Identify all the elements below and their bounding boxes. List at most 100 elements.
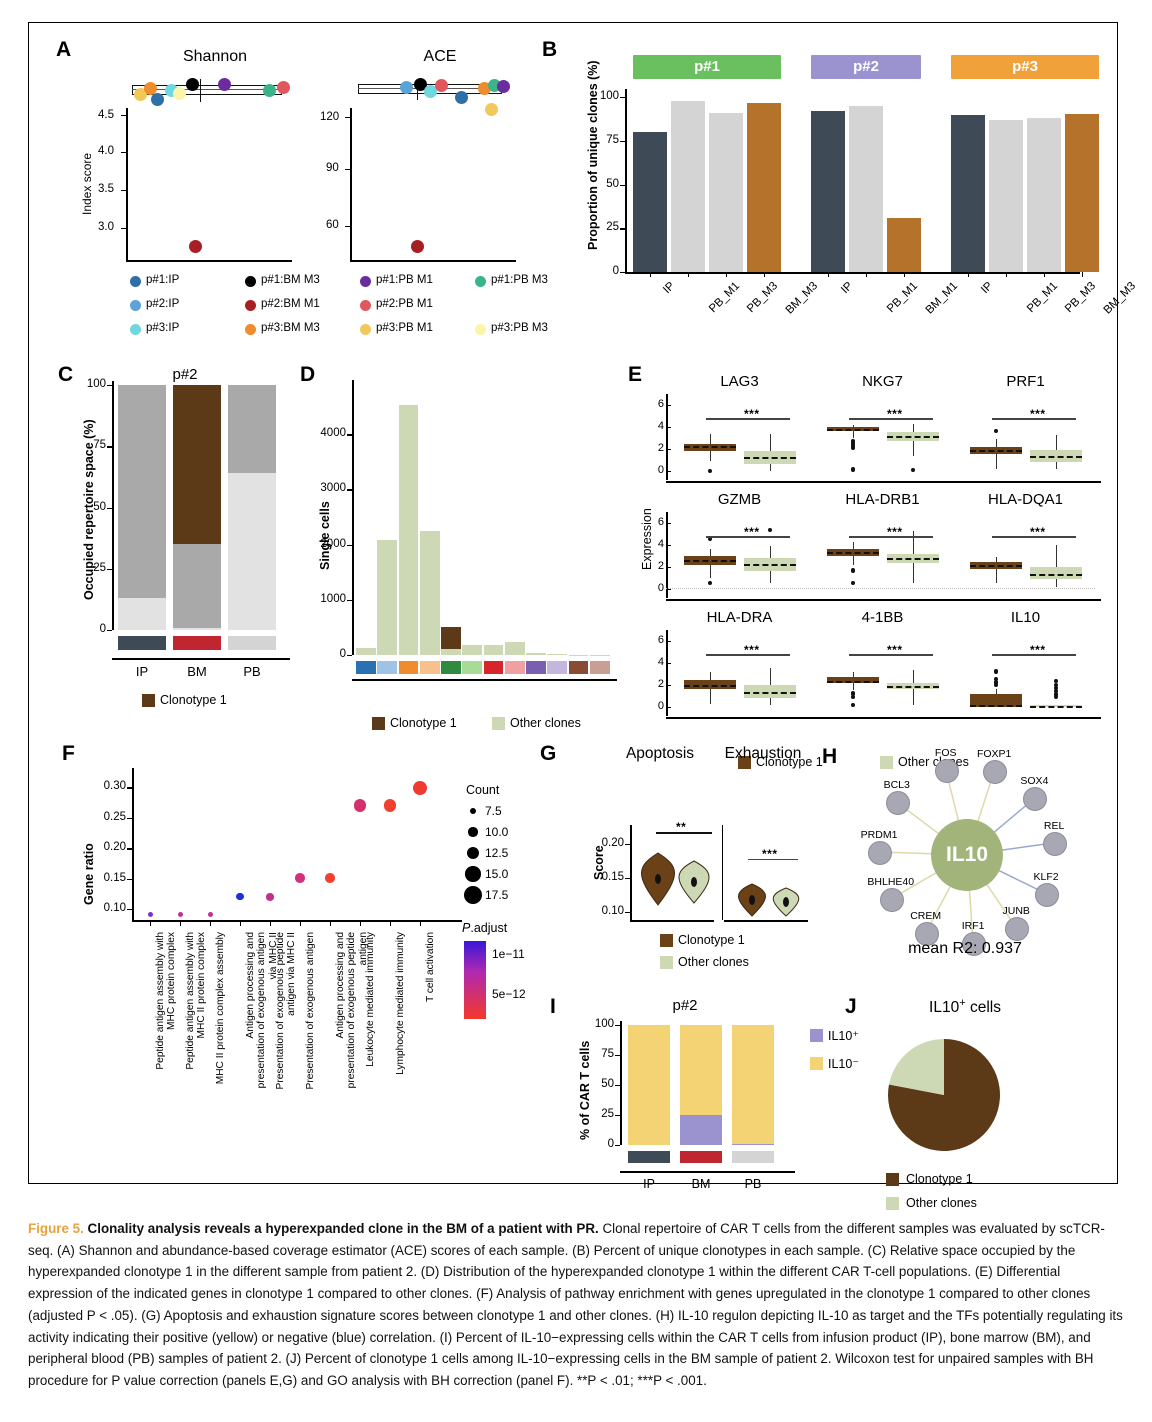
legend-label-p-2-ip: p#2:IP [146,298,180,310]
panel-e-outlier-IL10-clono-1 [994,677,999,682]
panel-d-ytick-0: 4000 [320,427,346,440]
panel-g-median-dot-violin-exhaustion-other [783,897,789,908]
panel-letter-c: C [58,363,74,386]
panel-b-bar-p3-PB_M3 [1027,118,1061,272]
scatter-point-p2-pb-m1 [277,81,290,94]
panel-e-yaxis-0 [666,394,668,480]
panel-letter-e: E [628,363,643,386]
panel-e-ytickmark-0-0 [666,404,671,406]
panel-h-node-CREM[interactable] [914,921,939,946]
panel-h-node-IRF1[interactable] [962,931,987,956]
panel-f-ytick-3: 0.15 [103,871,126,884]
panel-h-node-SOX4[interactable] [1023,787,1048,812]
panel-e-ytick-1-3: 0 [657,581,664,594]
panel-letter-g: G [540,742,557,765]
panel-g-legend-swatch-other [660,956,673,969]
panel-a-ace-tick-2: 60 [326,219,339,231]
panel-d-legend-label-other: Other clones [510,716,581,730]
panel-c-segment-PB-mid [228,385,276,474]
panel-i-xaxis [620,1171,795,1173]
panel-h-node-REL[interactable] [1043,831,1068,856]
panel-e-median-4-1BB-other [887,686,939,689]
panel-f-xlabel-4: Presentation of exogenous peptide antige… [275,932,298,1090]
panel-i-legend-swatch-il10-pos [810,1029,823,1042]
scatter-point-p1-pb-m1 [218,78,231,91]
panel-f-count-label-1: 10.0 [485,825,509,839]
panel-e-gene-title-HLA-DQA1: HLA-DQA1 [987,491,1064,508]
panel-f-ytick-1: 0.25 [103,810,126,823]
panel-e-sig-HLA-DQA1: *** [1030,525,1046,540]
legend-label-p-3-pb-m3: p#3:PB M3 [491,322,548,334]
panel-h-node-KLF2[interactable] [1035,882,1060,907]
panel-e-outlier-LAG3-clono-0 [708,468,713,473]
ace-point-p3-pb-m1 [485,103,498,116]
panel-f-xtickmark-4 [270,920,272,926]
panel-h-node-FOS[interactable] [934,758,959,783]
panel-c-segment-IP-light [118,598,166,630]
panel-a-chart-title-shannon: Shannon [182,48,248,65]
panel-j-legend-label-1: Other clones [906,1196,977,1210]
panel-d-bar-other-3 [419,530,440,655]
panel-e-outlier-NKG7-other-0 [911,467,916,473]
panel-e-ytickmark-2-2 [666,684,671,686]
panel-d-ytickmark-4 [347,655,352,657]
panel-e-outlier-NKG7-clono-2 [851,443,856,448]
scatter-point-p3-pb-m1 [134,88,147,101]
panel-h-mean-r2: mean R2: 0.937 [908,940,1022,957]
panel-e-ytickmark-2-1 [666,662,671,664]
panel-d-legend-label-clonotype1: Clonotype 1 [390,716,457,730]
panel-d-yaxis [352,380,354,655]
panel-d-legend-swatch-other [492,717,505,730]
panel-letter-b: B [542,38,558,61]
panel-f-point-8 [383,799,397,812]
panel-f-xtickmark-3 [240,920,242,926]
panel-g-divider [722,825,724,920]
panel-f-count-label-4: 17.5 [485,888,509,902]
panel-c-ytickmark-4 [107,630,112,632]
panel-h-node-label-PRDM1: PRDM1 [860,828,898,841]
panel-e-ytickmark-2-3 [666,706,671,708]
panel-h-node-JUNB[interactable] [1005,916,1030,941]
panel-e-ytickmark-1-0 [666,522,671,524]
panel-d-swatch-10 [568,661,589,674]
panel-h-node-BHLHE40[interactable] [879,888,904,912]
panel-f-xlabel-7: Leukocyte mediated immunity [365,932,376,1067]
figure-title: Clonality analysis reveals a hyperexpand… [87,1221,599,1236]
panel-e-box-HLA-DRA-other [744,685,796,699]
panel-e-sig-4-1BB: *** [887,643,903,658]
panel-b-bar-p3-PB_M1 [989,119,1023,272]
panel-h-node-FOXP1[interactable] [983,760,1008,785]
panel-h-node-label-FOS: FOS [934,746,957,759]
legend-dot-p-2-pb-m1 [360,300,371,311]
panel-c-ytick-3: 25 [93,561,106,574]
panel-h-node-label-REL: REL [1043,819,1065,832]
panel-e-ytick-2-2: 2 [657,677,664,690]
panel-a-ace-tickmark-1 [345,169,350,171]
panel-c-legend-swatch [142,694,155,707]
panel-i-footbar-BM [680,1151,722,1163]
panel-a-shannon-tickmark-1 [121,152,126,154]
panel-e-sigline-HLA-DRA [706,654,790,656]
panel-i-segment-BM-il10-neg [680,1025,722,1115]
panel-d-ytick-2: 2000 [320,537,346,550]
panel-e-sig-PRF1: *** [1030,407,1046,422]
panel-f-count-dot-3 [465,866,481,882]
panel-h-node-PRDM1[interactable] [868,840,893,865]
panel-d-bar-other-6 [483,645,504,655]
panel-e-median-HLA-DRA-other [744,692,796,695]
panel-h-node-BCL3[interactable] [885,791,910,816]
panel-h-center-node-il10[interactable]: IL10 [931,819,1003,891]
panel-b-xtickmark-p3-PB_M1 [1006,272,1008,277]
panel-c-ytickmark-3 [107,568,112,571]
panel-letter-j: J [845,995,857,1018]
panel-i-ytick-4: 0 [607,1138,614,1150]
panel-f-point-4 [266,893,274,901]
figure-number: Figure 5. [28,1221,84,1236]
panel-d-swatch-9 [547,661,567,674]
panel-e-ytick-0-0: 6 [657,397,664,410]
panel-b-bar-p2-PB_M1 [849,105,883,272]
legend-label-p-3-ip: p#3:IP [146,322,180,334]
panel-g-ytickmark-0 [625,843,630,846]
panel-f-padjust-colorbar [464,941,486,1019]
panel-c-ytick-1: 75 [93,439,106,452]
